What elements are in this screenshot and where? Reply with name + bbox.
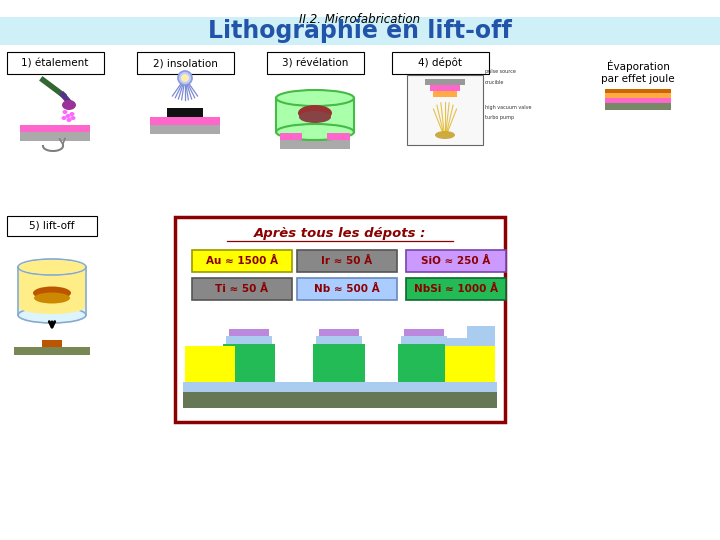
- Bar: [605, 93, 671, 98]
- Ellipse shape: [62, 100, 76, 110]
- Bar: [226, 336, 272, 344]
- Text: Au ≈ 1500 Å: Au ≈ 1500 Å: [206, 256, 278, 266]
- Bar: [150, 117, 220, 125]
- Bar: [229, 329, 269, 336]
- Bar: [280, 140, 350, 149]
- Text: Évaporation
par effet joule: Évaporation par effet joule: [601, 60, 675, 84]
- Ellipse shape: [66, 118, 71, 122]
- Ellipse shape: [181, 74, 189, 82]
- FancyBboxPatch shape: [297, 250, 397, 272]
- Text: SiO ≈ 250 Å: SiO ≈ 250 Å: [421, 256, 491, 266]
- Ellipse shape: [298, 105, 332, 121]
- Ellipse shape: [33, 287, 71, 300]
- Bar: [433, 91, 457, 97]
- Bar: [407, 75, 483, 145]
- Bar: [404, 329, 444, 336]
- Text: 2) insolation: 2) insolation: [153, 58, 217, 68]
- FancyBboxPatch shape: [392, 52, 488, 74]
- Bar: [467, 326, 495, 340]
- Ellipse shape: [18, 259, 86, 275]
- Text: 4) dépôt: 4) dépôt: [418, 58, 462, 68]
- Bar: [605, 103, 671, 110]
- Bar: [430, 85, 460, 91]
- Text: turbo pump: turbo pump: [485, 116, 514, 120]
- Ellipse shape: [66, 114, 71, 118]
- Ellipse shape: [19, 260, 85, 274]
- Bar: [42, 340, 62, 347]
- Bar: [0, 17, 720, 45]
- FancyBboxPatch shape: [192, 250, 292, 272]
- Text: high vacuum valve: high vacuum valve: [485, 105, 531, 111]
- Ellipse shape: [61, 116, 66, 120]
- FancyBboxPatch shape: [192, 278, 292, 300]
- Text: Après tous les dépots :: Après tous les dépots :: [254, 226, 426, 240]
- Bar: [319, 329, 359, 336]
- Bar: [276, 97, 354, 132]
- Bar: [445, 338, 495, 346]
- Bar: [20, 132, 90, 141]
- FancyBboxPatch shape: [137, 52, 233, 74]
- Bar: [401, 336, 447, 344]
- Text: II.2. Microfabrication: II.2. Microfabrication: [300, 13, 420, 26]
- Ellipse shape: [178, 71, 192, 85]
- Bar: [605, 89, 671, 93]
- Ellipse shape: [18, 307, 86, 323]
- FancyBboxPatch shape: [297, 278, 397, 300]
- Bar: [605, 98, 671, 103]
- Text: NbSi ≈ 1000 Å: NbSi ≈ 1000 Å: [414, 284, 498, 294]
- Ellipse shape: [63, 110, 68, 114]
- Ellipse shape: [34, 293, 70, 303]
- Ellipse shape: [276, 90, 354, 106]
- Bar: [167, 108, 203, 117]
- Bar: [14, 347, 90, 355]
- Bar: [445, 346, 495, 382]
- Bar: [18, 267, 86, 315]
- Text: 5) lift-off: 5) lift-off: [30, 221, 75, 231]
- Bar: [313, 344, 365, 382]
- Bar: [20, 125, 90, 132]
- Bar: [327, 133, 350, 140]
- Bar: [19, 267, 85, 307]
- Bar: [185, 346, 235, 382]
- Text: Lithographie en lift-off: Lithographie en lift-off: [208, 19, 512, 43]
- Text: crucible: crucible: [485, 79, 505, 84]
- Bar: [280, 133, 302, 140]
- Text: 1) étalement: 1) étalement: [22, 58, 89, 68]
- FancyBboxPatch shape: [406, 250, 506, 272]
- Bar: [223, 344, 275, 382]
- Ellipse shape: [299, 111, 331, 123]
- Text: pulse source: pulse source: [485, 70, 516, 75]
- Ellipse shape: [19, 300, 85, 314]
- Bar: [425, 79, 465, 85]
- Text: 3) révélation: 3) révélation: [282, 58, 348, 68]
- FancyBboxPatch shape: [406, 278, 506, 300]
- FancyBboxPatch shape: [266, 52, 364, 74]
- Bar: [183, 392, 497, 408]
- Ellipse shape: [435, 131, 455, 139]
- Bar: [398, 344, 450, 382]
- Ellipse shape: [71, 116, 76, 120]
- FancyBboxPatch shape: [6, 52, 104, 74]
- Bar: [316, 336, 362, 344]
- FancyBboxPatch shape: [175, 217, 505, 422]
- Text: Ti ≈ 50 Å: Ti ≈ 50 Å: [215, 284, 269, 294]
- Ellipse shape: [276, 124, 354, 140]
- Text: Ir ≈ 50 Å: Ir ≈ 50 Å: [321, 256, 373, 266]
- Bar: [150, 125, 220, 134]
- Text: Nb ≈ 500 Å: Nb ≈ 500 Å: [314, 284, 380, 294]
- FancyBboxPatch shape: [7, 216, 97, 236]
- Ellipse shape: [70, 112, 74, 116]
- Bar: [183, 382, 497, 392]
